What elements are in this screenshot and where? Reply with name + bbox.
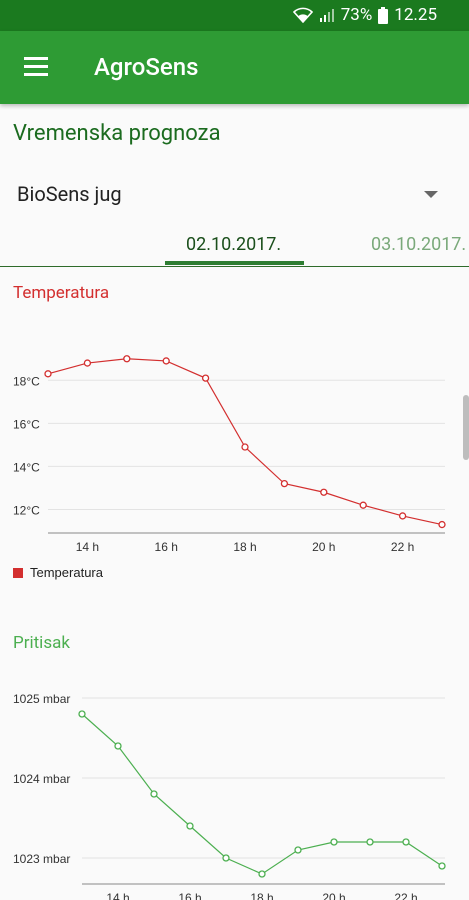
y-tick-label: 1023 mbar [13, 852, 70, 866]
status-bar: 73% 12.25 [0, 0, 469, 31]
data-point[interactable] [162, 357, 170, 365]
wifi-icon [292, 7, 313, 23]
station-select[interactable]: BioSens jug [0, 170, 469, 218]
x-tick-label: 18 h [233, 540, 256, 554]
station-select-value: BioSens jug [17, 182, 122, 206]
data-point[interactable] [438, 520, 446, 529]
legend-swatch [13, 568, 23, 578]
data-point[interactable] [402, 838, 410, 846]
y-tick-label: 12°C [13, 503, 40, 517]
page-title: Vremenska prognoza [13, 121, 221, 146]
x-tick-label: 22 h [394, 891, 417, 900]
data-point[interactable] [280, 479, 289, 488]
data-point[interactable] [78, 710, 86, 718]
temperature-chart: 12°C 14°C 16°C 18°C 14 h 16 h 18 h 20 h 22 h Temp… [13, 355, 446, 580]
pressure-chart: 1023 mbar 1024 mbar 1025 mbar 14 h 16 h 18 h 2… [13, 692, 446, 900]
scrollbar[interactable] [463, 395, 469, 460]
menu-icon[interactable] [24, 57, 48, 77]
x-tick-label: 20 h [322, 891, 345, 900]
data-point[interactable] [83, 359, 92, 367]
y-tick-label: 18°C [13, 374, 40, 388]
data-point[interactable] [330, 838, 338, 846]
data-point[interactable] [201, 374, 210, 382]
data-point[interactable] [320, 488, 328, 496]
data-point[interactable] [44, 370, 52, 378]
tab-date-1[interactable]: 02.10.2017. [186, 234, 282, 255]
dropdown-arrow-icon [424, 191, 438, 198]
series-line [47, 358, 443, 526]
y-tick-label: 1024 mbar [13, 772, 70, 786]
y-tick-label: 14°C [13, 460, 40, 474]
y-tick-label: 1025 mbar [13, 692, 70, 706]
legend-label: Temperatura [30, 565, 104, 580]
temperature-chart-title: Temperatura [13, 283, 110, 303]
series-line [81, 713, 443, 875]
tab-indicator [165, 261, 304, 265]
data-point[interactable] [186, 822, 194, 830]
pressure-chart-title: Pritisak [13, 633, 70, 653]
x-tick-label: 22 h [391, 540, 414, 554]
battery-icon [378, 6, 389, 24]
app-bar: AgroSens [0, 31, 469, 104]
x-tick-label: 14 h [106, 891, 129, 900]
data-point[interactable] [222, 854, 230, 862]
signal-icon [319, 9, 334, 22]
data-point[interactable] [398, 512, 407, 520]
app-title: AgroSens [94, 53, 199, 81]
x-tick-label: 20 h [312, 540, 335, 554]
battery-percent: 73% [340, 5, 373, 25]
data-point[interactable] [359, 501, 367, 509]
data-point[interactable] [150, 790, 158, 798]
y-tick-label: 16°C [13, 417, 40, 431]
data-point[interactable] [258, 870, 266, 878]
clock: 12.25 [394, 5, 437, 25]
data-point[interactable] [114, 742, 122, 750]
x-tick-label: 14 h [76, 540, 99, 554]
date-tabs: 02.10.2017. 03.10.2017. [0, 226, 469, 267]
data-point[interactable] [366, 838, 374, 846]
x-tick-label: 16 h [178, 891, 201, 900]
data-point[interactable] [438, 862, 446, 870]
data-point[interactable] [241, 443, 249, 451]
data-point[interactable] [123, 355, 131, 363]
x-tick-label: 16 h [155, 540, 178, 554]
data-point[interactable] [294, 846, 302, 854]
tab-date-2[interactable]: 03.10.2017. [371, 234, 467, 255]
x-tick-label: 18 h [250, 891, 273, 900]
